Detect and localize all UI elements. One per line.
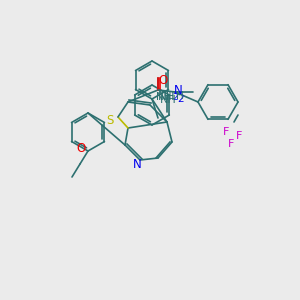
- Text: S: S: [106, 113, 114, 127]
- Text: NH: NH: [158, 89, 175, 103]
- Text: F: F: [236, 131, 242, 141]
- Text: F: F: [228, 139, 234, 149]
- Text: NH: NH: [160, 95, 177, 105]
- Text: 2: 2: [172, 92, 178, 101]
- Text: O: O: [158, 74, 168, 88]
- Text: N: N: [174, 83, 182, 97]
- Text: F: F: [223, 127, 229, 137]
- Text: N: N: [133, 158, 141, 172]
- Text: 2: 2: [177, 94, 184, 104]
- Text: NH: NH: [156, 92, 172, 102]
- Text: O: O: [76, 142, 85, 155]
- Text: H: H: [176, 91, 184, 101]
